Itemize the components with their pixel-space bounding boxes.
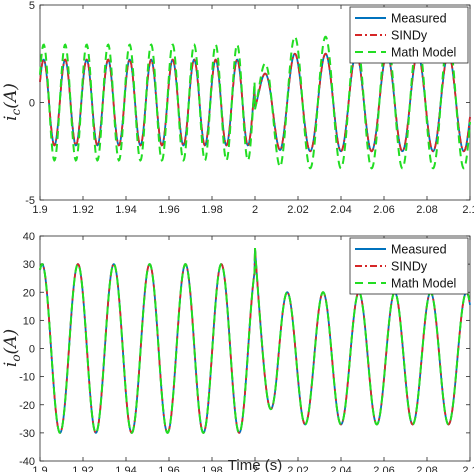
x-tick-label: 1.96 xyxy=(158,204,179,216)
legend-entry: Math Model xyxy=(391,277,456,291)
x-tick-label: 2.04 xyxy=(330,465,351,472)
y-label-main-bottom: i xyxy=(1,362,21,367)
x-tick-label: 2.08 xyxy=(416,465,437,472)
y-label-arg-bottom: (A) xyxy=(1,329,21,355)
x-tick-label: 2.1 xyxy=(462,465,474,472)
legend-entry: SINDy xyxy=(391,260,428,274)
y-tick-label: 30 xyxy=(23,259,35,271)
x-tick-label: 1.98 xyxy=(201,204,222,216)
x-tick-label: 1.96 xyxy=(158,465,179,472)
x-tick-label: 1.92 xyxy=(72,204,93,216)
x-tick-label: 1.9 xyxy=(32,204,47,216)
y-label-arg-top: (A) xyxy=(1,83,21,109)
legend-entry: Math Model xyxy=(391,46,456,60)
y-label-sub-bottom: o xyxy=(9,354,23,361)
y-tick-label: -5 xyxy=(25,195,35,207)
series-line-math-model xyxy=(39,35,471,170)
y-tick-label: 5 xyxy=(29,0,35,12)
y-tick-label: 40 xyxy=(23,231,35,243)
y-tick-label: -40 xyxy=(19,456,35,468)
y-tick-label: -30 xyxy=(19,428,35,440)
x-tick-label: 1.92 xyxy=(72,465,93,472)
y-tick-label: -20 xyxy=(19,400,35,412)
y-tick-label: 10 xyxy=(23,315,35,327)
legend-box xyxy=(349,237,469,295)
x-tick-label: 2.04 xyxy=(330,204,351,216)
y-axis-label-top: ic(A) xyxy=(1,83,23,121)
y-tick-label: 0 xyxy=(29,344,35,356)
x-tick-label: 2 xyxy=(252,465,258,472)
x-tick-label: 1.94 xyxy=(115,204,136,216)
legend-box xyxy=(349,6,469,64)
x-tick-label: 2.06 xyxy=(373,204,394,216)
legend-entry: SINDy xyxy=(391,29,428,43)
series-line-sindy xyxy=(39,52,471,153)
x-tick-label: 1.9 xyxy=(32,465,47,472)
x-tick-label: 2 xyxy=(252,204,258,216)
x-tick-label: 1.94 xyxy=(115,465,136,472)
y-label-sub-top: c xyxy=(9,108,23,115)
y-tick-label: 0 xyxy=(29,98,35,110)
y-label-main-top: i xyxy=(1,115,21,120)
axis-ticks-top: 1.9 1.92 1.94 1.96 1.98 2 2.02 2.04 2.06 2.08 2.1 -… xyxy=(25,0,474,216)
axis-ticks-bottom: 1.9 1.92 1.94 1.96 1.98 2 2.02 2.04 2.06 2.08 2.1 -… xyxy=(19,231,474,472)
x-tick-label: 2.08 xyxy=(416,204,437,216)
legend-bottom: Measured SINDy Math Model xyxy=(349,237,469,295)
x-axis-label: Time (s) xyxy=(228,457,282,472)
y-tick-label: 20 xyxy=(23,287,35,299)
y-tick-label: -10 xyxy=(19,372,35,384)
series-lines-top xyxy=(39,35,471,170)
x-tick-label: 1.98 xyxy=(201,465,222,472)
current-ic-chart: 1.9 1.92 1.94 1.96 1.98 2 2.02 2.04 2.06 2.08 2.1 -… xyxy=(1,0,474,216)
x-tick-label: 2.06 xyxy=(373,465,394,472)
legend-entry: Measured xyxy=(391,12,447,26)
legend-top: Measured SINDy Math Model xyxy=(349,6,469,64)
x-tick-label: 2.02 xyxy=(287,465,308,472)
x-tick-label: 2.02 xyxy=(287,204,308,216)
y-axis-label-bottom: io(A) xyxy=(1,329,23,367)
x-tick-label: 2.1 xyxy=(462,204,474,216)
series-line-math-model xyxy=(39,247,471,435)
series-lines-bottom xyxy=(39,247,471,435)
current-io-chart: 1.9 1.92 1.94 1.96 1.98 2 2.02 2.04 2.06 2.08 2.1 -… xyxy=(1,231,474,472)
legend-entry: Measured xyxy=(391,243,447,257)
